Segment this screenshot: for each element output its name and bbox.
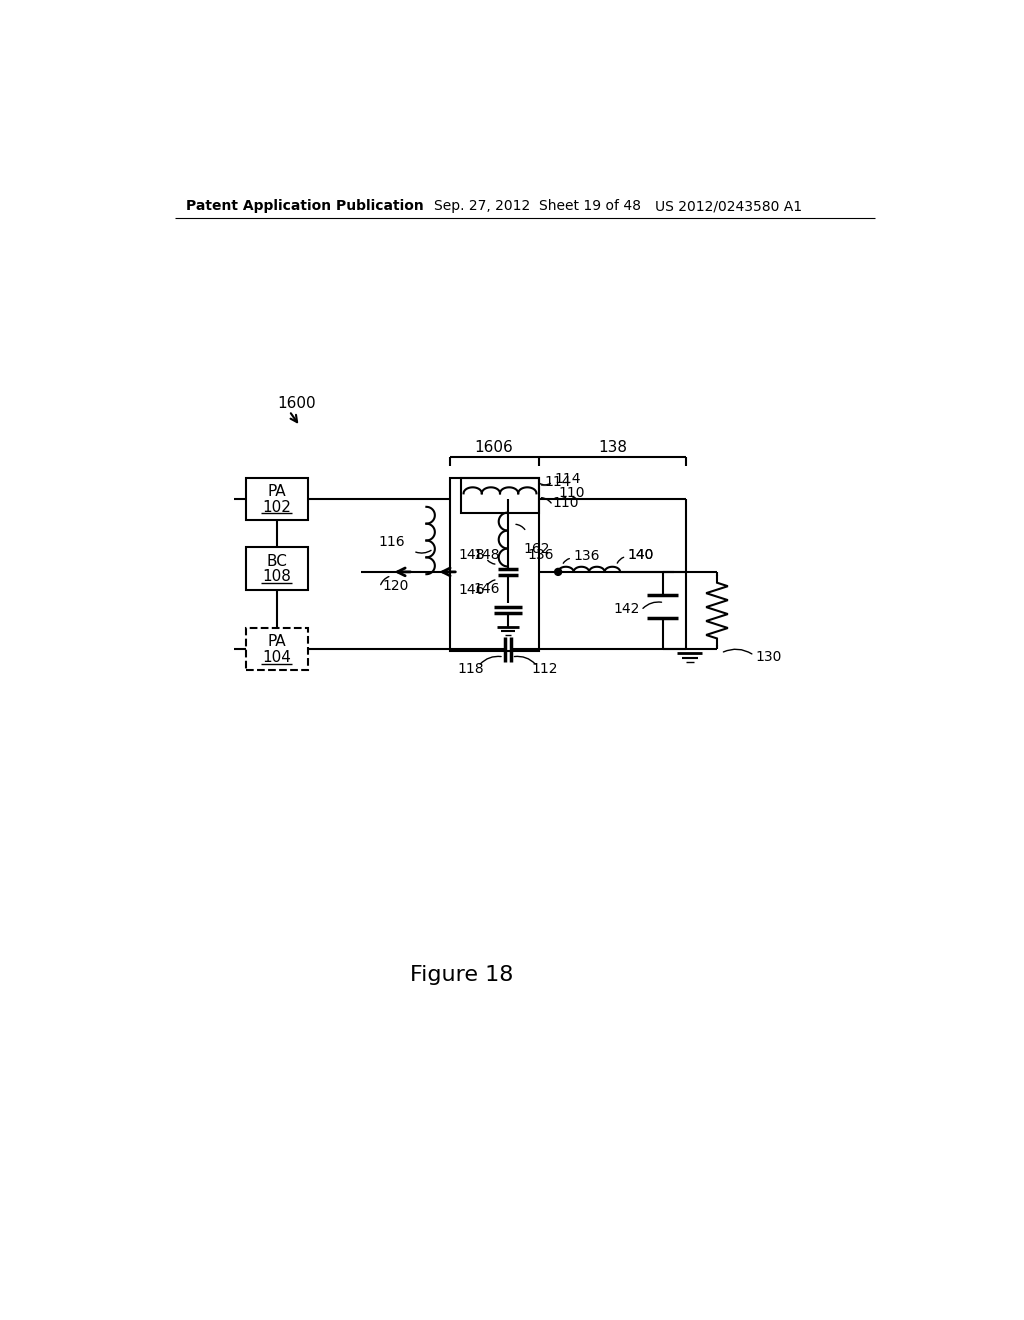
Text: 148: 148 <box>473 548 500 562</box>
Text: 138: 138 <box>598 441 627 455</box>
Text: 120: 120 <box>382 578 409 593</box>
Text: 146: 146 <box>458 583 484 598</box>
Text: PA: PA <box>267 635 286 649</box>
Bar <box>450 478 539 651</box>
Text: 118: 118 <box>458 661 484 676</box>
Bar <box>246 548 308 590</box>
Text: US 2012/0243580 A1: US 2012/0243580 A1 <box>655 199 802 213</box>
Circle shape <box>555 569 561 576</box>
Bar <box>461 478 539 512</box>
Text: 114: 114 <box>544 475 570 488</box>
Text: 104: 104 <box>262 649 291 665</box>
Text: 110: 110 <box>558 486 585 500</box>
Text: 162: 162 <box>523 541 550 556</box>
Text: PA: PA <box>267 484 286 499</box>
Text: Sep. 27, 2012  Sheet 19 of 48: Sep. 27, 2012 Sheet 19 of 48 <box>434 199 641 213</box>
Text: 148: 148 <box>458 548 484 562</box>
Text: 116: 116 <box>379 535 406 549</box>
Text: 1600: 1600 <box>278 396 316 411</box>
Bar <box>246 628 308 671</box>
Text: 110: 110 <box>553 496 580 510</box>
Text: 114: 114 <box>554 473 581 487</box>
Text: 140: 140 <box>628 548 654 562</box>
Text: 136: 136 <box>573 549 600 564</box>
Text: 1606: 1606 <box>475 441 514 455</box>
Text: BC: BC <box>266 553 288 569</box>
Text: 136: 136 <box>527 548 554 562</box>
Bar <box>246 478 308 520</box>
Text: 130: 130 <box>756 649 782 664</box>
Text: 142: 142 <box>613 602 640 616</box>
Text: 112: 112 <box>531 661 557 676</box>
Text: Patent Application Publication: Patent Application Publication <box>186 199 424 213</box>
Text: 146: 146 <box>473 582 500 595</box>
Text: Figure 18: Figure 18 <box>410 965 513 985</box>
Text: 140: 140 <box>628 548 654 562</box>
Text: 108: 108 <box>262 569 291 583</box>
Text: 102: 102 <box>262 500 291 515</box>
